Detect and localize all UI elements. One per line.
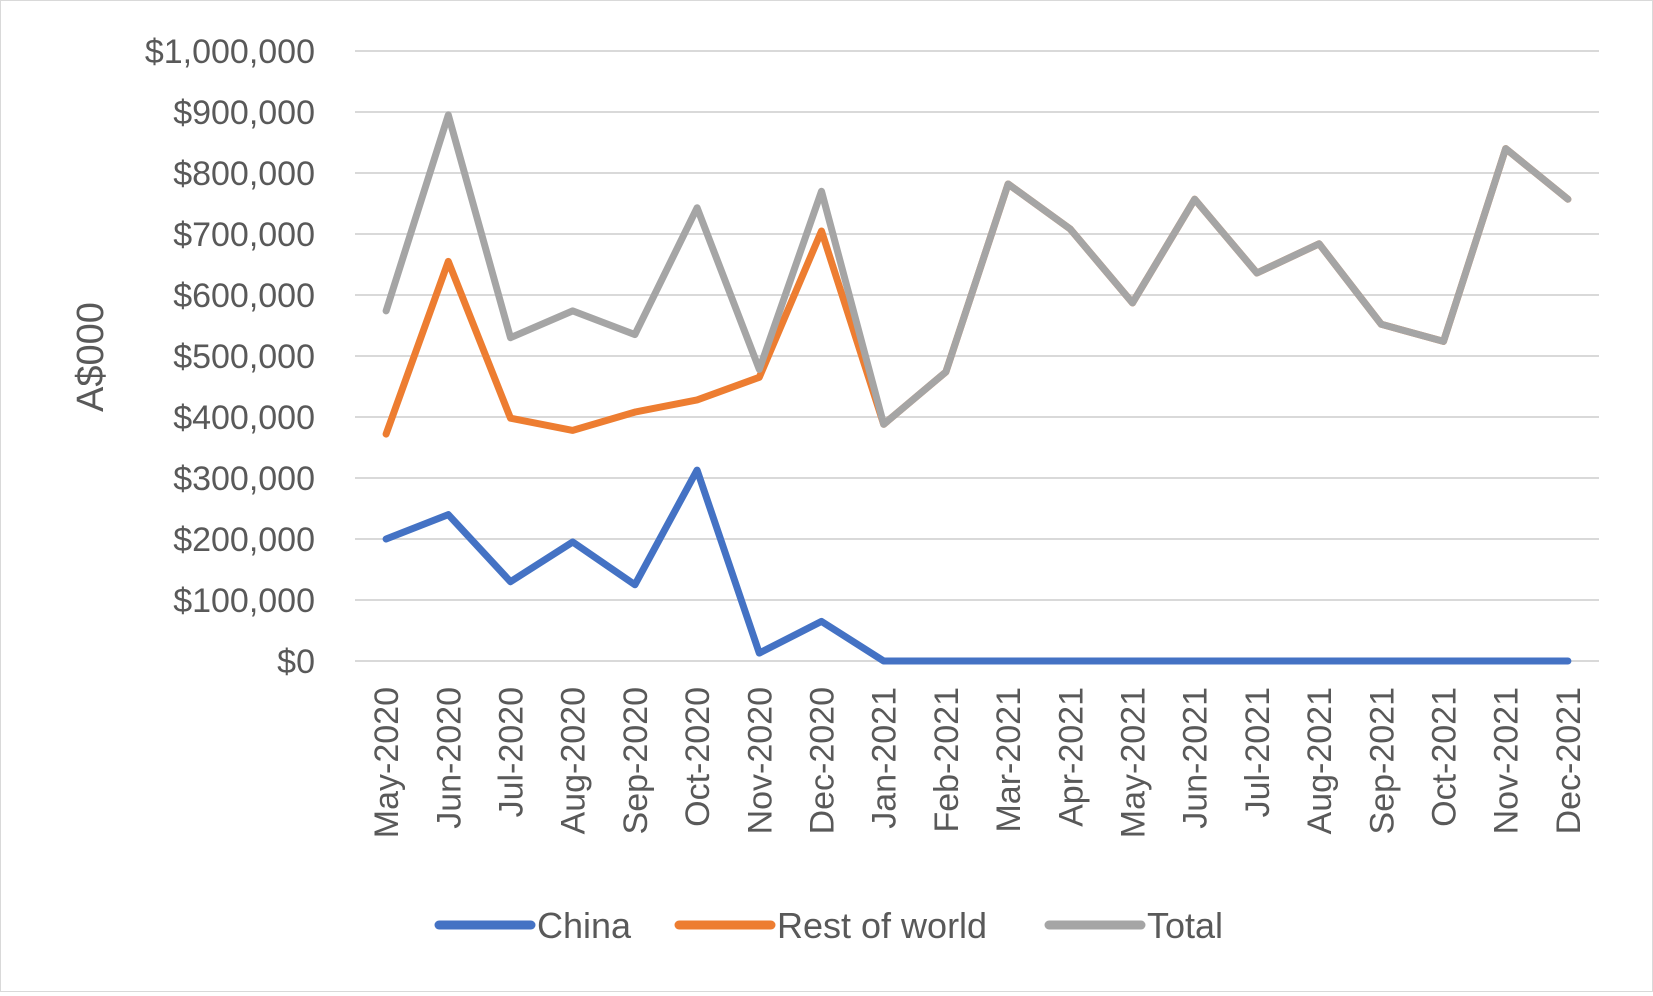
x-tick-label: Dec-2021: [1550, 687, 1588, 834]
legend-label: Total: [1147, 905, 1223, 946]
y-tick-label: $400,000: [173, 399, 315, 437]
y-tick-label: $0: [277, 643, 315, 681]
x-tick-label: Sep-2020: [617, 687, 655, 834]
y-tick-label: $700,000: [173, 216, 315, 254]
series-lines: [382, 111, 1572, 665]
x-tick-label: Oct-2020: [679, 687, 717, 827]
x-tick-label: May-2021: [1115, 687, 1153, 838]
y-axis-tick-labels: $0 $100,000 $200,000 $300,000 $400,000 $500,0…: [145, 33, 315, 681]
x-tick-label: Sep-2021: [1363, 687, 1401, 834]
y-tick-label: $200,000: [173, 521, 315, 559]
x-tick-label: Jun-2020: [430, 687, 468, 829]
y-tick-label: $500,000: [173, 338, 315, 376]
legend-label: Rest of world: [777, 905, 987, 946]
series-line-china: [382, 466, 1572, 665]
x-tick-label: Jan-2021: [866, 687, 904, 829]
x-tick-label: Nov-2021: [1488, 687, 1526, 834]
x-tick-label: Jul-2021: [1239, 687, 1277, 817]
gridlines: [355, 50, 1599, 662]
x-tick-label: Dec-2020: [804, 687, 842, 834]
y-tick-label: $100,000: [173, 582, 315, 620]
legend: China Rest of world Total: [434, 905, 1223, 946]
y-tick-label: $300,000: [173, 460, 315, 498]
x-tick-label: Feb-2021: [928, 687, 966, 833]
x-tick-label: Oct-2021: [1426, 687, 1464, 827]
x-tick-label: Aug-2020: [555, 687, 593, 834]
series-line-total: [382, 111, 1572, 428]
y-tick-label: $600,000: [173, 277, 315, 315]
x-tick-label: Mar-2021: [990, 687, 1028, 833]
y-axis-label: A$000: [70, 302, 112, 412]
y-tick-label: $800,000: [173, 155, 315, 193]
series-line-rest-of-world: [382, 145, 1572, 438]
y-tick-label: $1,000,000: [145, 33, 315, 71]
x-tick-label: Aug-2021: [1301, 687, 1339, 834]
legend-label: China: [537, 905, 632, 946]
x-tick-label: Apr-2021: [1052, 687, 1090, 827]
y-tick-label: $900,000: [173, 94, 315, 132]
x-tick-label: May-2020: [368, 687, 406, 838]
x-tick-label: Jun-2021: [1177, 687, 1215, 829]
x-axis-tick-labels: May-2020 Jun-2020 Jul-2020 Aug-2020 Sep-2020…: [368, 687, 1588, 838]
x-tick-label: Jul-2020: [493, 687, 531, 817]
x-tick-label: Nov-2020: [741, 687, 779, 834]
